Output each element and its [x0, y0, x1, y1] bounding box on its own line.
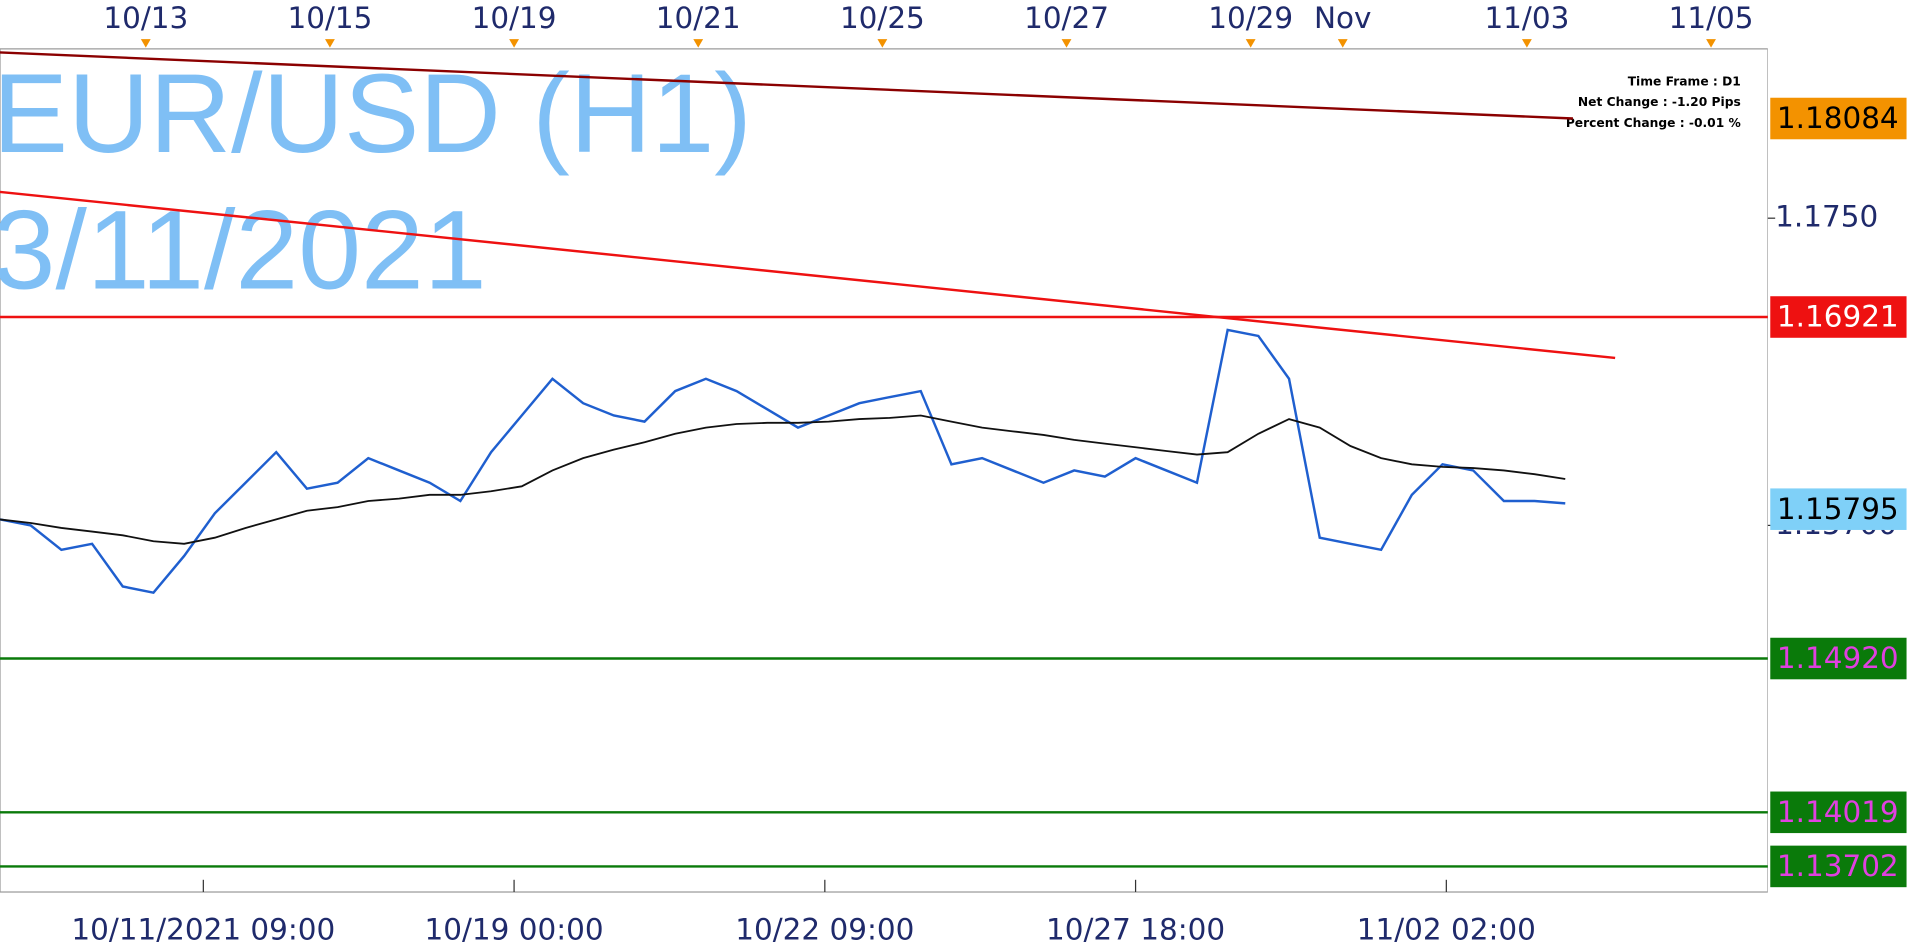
info-text: Net Change : -1.20 Pips — [1578, 95, 1741, 109]
top-tick-label: 10/13 — [103, 1, 188, 35]
price-axis — [1767, 0, 1909, 947]
level-label: 1.15795 — [1777, 492, 1899, 526]
level-label: 1.14920 — [1777, 641, 1899, 675]
top-tick-label: 10/27 — [1024, 1, 1109, 35]
top-tick-label: 10/29 — [1208, 1, 1293, 35]
level-label: 1.13702 — [1777, 849, 1899, 883]
top-tick-marker — [1061, 39, 1072, 48]
x-tick-label: 10/11/2021 09:00 — [71, 913, 335, 947]
level-box — [1770, 488, 1907, 530]
chart-title: EUR/USD (H1) — [0, 50, 752, 176]
top-tick-label: 10/25 — [840, 1, 925, 35]
trendline — [0, 51, 1573, 120]
x-tick-label: 10/22 09:00 — [735, 913, 914, 947]
level-box — [1770, 637, 1907, 680]
level-label: 1.16921 — [1777, 300, 1899, 334]
top-tick-label: 11/05 — [1669, 1, 1754, 35]
y-tick-label: 1.1750 — [1775, 200, 1878, 234]
top-tick-marker — [325, 39, 335, 48]
level-label: 1.18084 — [1777, 101, 1899, 135]
x-tick-label: 11/02 02:00 — [1357, 913, 1536, 947]
top-tick-label: 10/21 — [656, 1, 741, 35]
top-tick-label: 10/15 — [288, 1, 373, 35]
x-tick-label: 10/19 00:00 — [425, 913, 604, 947]
info-text: Percent Change : -0.01 % — [1566, 116, 1741, 130]
top-tick-marker — [877, 39, 888, 48]
top-tick-marker — [1521, 39, 1532, 48]
level-box — [1770, 296, 1907, 338]
trendline — [0, 190, 1616, 360]
series-line — [0, 414, 1566, 545]
info-text: Time Frame : D1 — [1628, 74, 1741, 88]
top-tick-label: 10/19 — [472, 1, 557, 35]
level-box — [1770, 97, 1907, 140]
top-tick-marker — [509, 39, 519, 48]
top-tick-marker — [140, 39, 151, 48]
level-label: 1.14019 — [1777, 795, 1899, 829]
level-box — [1770, 791, 1907, 834]
top-tick-marker — [693, 39, 704, 48]
series-line — [0, 328, 1566, 594]
top-tick-marker — [1245, 39, 1256, 48]
x-tick-label: 10/27 18:00 — [1046, 913, 1225, 947]
top-tick-label: 11/03 — [1484, 1, 1569, 35]
top-tick-label: Nov — [1314, 1, 1371, 35]
level-box — [1770, 845, 1907, 888]
top-tick-marker — [1337, 39, 1348, 48]
chart-subtitle: 3/11/2021 — [0, 187, 487, 313]
top-tick-marker — [1706, 39, 1716, 48]
